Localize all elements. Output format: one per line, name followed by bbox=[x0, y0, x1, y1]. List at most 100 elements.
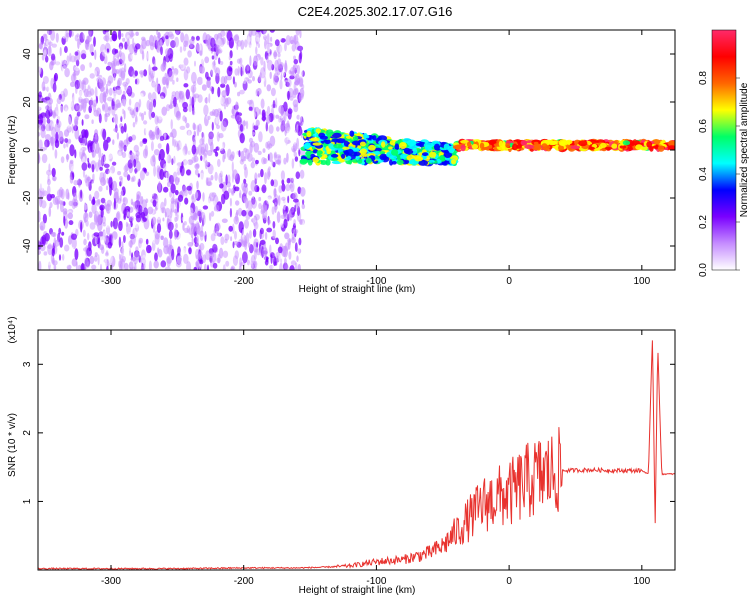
spectrogram-cell bbox=[195, 259, 200, 269]
spectrogram-cell bbox=[263, 60, 266, 72]
spectrogram-cell bbox=[39, 51, 44, 56]
spectrogram-cell bbox=[152, 154, 156, 163]
spectrogram-cell bbox=[310, 137, 320, 142]
x-tick-label: 0 bbox=[506, 276, 512, 287]
spectrogram-cell bbox=[88, 62, 92, 68]
spectrogram-cell bbox=[193, 155, 199, 163]
snr-y-ticks: 1 2 3 bbox=[22, 361, 675, 504]
spectrogram-cell bbox=[204, 56, 210, 64]
spectrogram-cell bbox=[85, 61, 90, 71]
y-tick-label: 3 bbox=[22, 361, 33, 367]
spectrogram-cell bbox=[273, 151, 278, 161]
spectrogram-cell bbox=[278, 254, 284, 264]
spectrogram-cell bbox=[129, 239, 133, 249]
spectrogram-cell bbox=[212, 220, 215, 231]
spectrogram-cell bbox=[216, 32, 223, 45]
spectrogram-cell bbox=[107, 80, 112, 87]
spectrogram-cell bbox=[283, 109, 287, 122]
spectrogram-cell bbox=[66, 61, 69, 69]
spectrogram-cell bbox=[135, 150, 140, 157]
spectrogram-cell bbox=[236, 114, 241, 122]
spectrogram-cell bbox=[244, 139, 251, 144]
spectrogram-cell bbox=[157, 143, 162, 149]
spectrogram-cell bbox=[243, 125, 247, 137]
spectrogram-cell bbox=[71, 165, 77, 173]
spectrogram-cell bbox=[206, 96, 209, 107]
spectrogram-cell bbox=[285, 35, 291, 46]
spectrogram-cell bbox=[293, 151, 297, 158]
spectrogram-cell bbox=[241, 120, 247, 127]
spectrogram-cell bbox=[280, 73, 283, 80]
spectrogram-cell bbox=[195, 163, 200, 168]
spectrogram-cell bbox=[262, 201, 266, 214]
spectrogram-cell bbox=[260, 30, 267, 35]
spectrogram-cell bbox=[270, 254, 273, 264]
spectrogram-cell bbox=[292, 133, 297, 138]
spectrogram-cell bbox=[186, 66, 191, 74]
spectrogram-cell bbox=[134, 224, 138, 237]
spectrogram-cell bbox=[158, 196, 164, 202]
spectrogram-cell bbox=[315, 128, 321, 134]
spectrogram-cell bbox=[191, 35, 195, 42]
spectrogram-cell bbox=[600, 142, 607, 148]
spectrogram-cell bbox=[294, 75, 298, 83]
spectrogram-cell bbox=[120, 125, 125, 134]
spectrogram-cell bbox=[195, 112, 199, 119]
spectrogram-cell bbox=[39, 183, 43, 194]
spectrogram-cell bbox=[226, 157, 229, 162]
spectrogram-cell bbox=[158, 112, 163, 120]
spectrogram-cell bbox=[204, 143, 209, 153]
spectrogram-cell bbox=[276, 211, 281, 224]
spectrogram-cell bbox=[125, 221, 128, 228]
spectrogram-cell bbox=[82, 102, 87, 113]
spectrogram-cell bbox=[285, 206, 289, 214]
spectrogram-cell bbox=[120, 115, 123, 123]
spectrogram-cell bbox=[78, 89, 83, 97]
spectrogram-cell bbox=[276, 93, 280, 102]
spectrogram-cell bbox=[129, 247, 132, 257]
spectrogram-cell bbox=[198, 55, 204, 65]
spectrogram-cell bbox=[168, 104, 174, 109]
y-tick-label: -40 bbox=[22, 238, 33, 253]
spectrogram-cell bbox=[185, 89, 190, 100]
spectrogram-cell bbox=[102, 171, 106, 181]
spectrogram-cell bbox=[225, 97, 229, 108]
spectrogram-cell bbox=[180, 64, 186, 72]
spectrogram-cell bbox=[47, 185, 51, 195]
spectrogram-cell bbox=[234, 250, 239, 260]
spectrogram-cell bbox=[306, 130, 312, 138]
spectrogram-cell bbox=[661, 139, 666, 144]
spectrogram-cell bbox=[357, 158, 363, 164]
spectrogram-cell bbox=[131, 175, 136, 182]
spectrogram-cell bbox=[142, 148, 148, 159]
spectrogram-cell bbox=[169, 191, 173, 198]
spectrogram-cell bbox=[253, 142, 260, 153]
spectrogram-cell bbox=[210, 69, 214, 77]
spectrogram-cell bbox=[107, 96, 113, 102]
spectrogram-cell bbox=[166, 154, 172, 164]
x-tick-label: 100 bbox=[633, 276, 650, 287]
spectrogram-cell bbox=[330, 153, 339, 158]
spectrogram-cell bbox=[232, 223, 235, 234]
spectrogram-cell bbox=[105, 31, 110, 43]
spectrogram-cell bbox=[133, 86, 138, 93]
spectrogram-cell bbox=[154, 125, 160, 136]
spectrogram-cell bbox=[242, 80, 248, 91]
spectrogram-cell bbox=[128, 136, 133, 143]
spectrogram-cell bbox=[227, 187, 232, 194]
spectrogram-cell bbox=[73, 180, 78, 186]
spectrogram-cell bbox=[128, 240, 133, 248]
spectrogram-cell bbox=[193, 93, 200, 99]
spectrogram-cell bbox=[134, 70, 138, 77]
spectrogram-cell bbox=[237, 207, 243, 217]
spectrogram-cell bbox=[128, 98, 132, 106]
spectrogram-cell bbox=[148, 260, 152, 270]
spectrogram-cell bbox=[48, 43, 51, 55]
spectrogram-cell bbox=[124, 262, 129, 270]
spectrogram-cell bbox=[280, 258, 283, 264]
spectrogram-cell bbox=[272, 229, 276, 239]
spectrogram-cell bbox=[197, 210, 202, 217]
x-tick-label: 100 bbox=[633, 576, 650, 587]
spectrogram-cell bbox=[154, 84, 161, 93]
spectrogram-cell bbox=[126, 34, 131, 46]
